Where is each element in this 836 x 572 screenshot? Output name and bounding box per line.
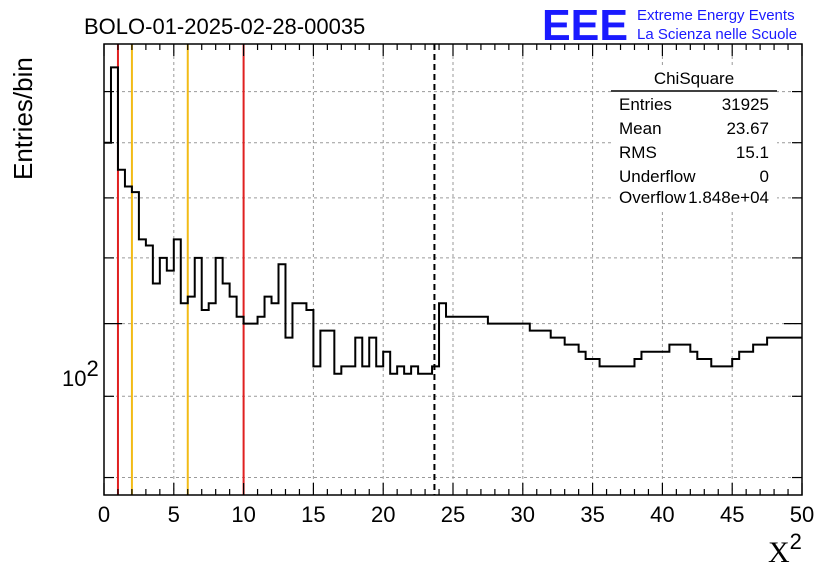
x-tick-label: 0 [98,502,110,527]
marker-lines [116,44,436,495]
stats-label-rms: RMS [619,143,657,162]
y-tick-label-100: 102 [62,356,99,391]
stats-label-entries: Entries [619,95,672,114]
stats-label-mean: Mean [619,119,662,138]
stats-label-overflow: Overflow [619,188,687,207]
x-tick-label: 20 [371,502,395,527]
stats-value-entries: 31925 [722,95,769,114]
x-tick-label: 50 [790,502,814,527]
x-tick-label: 40 [650,502,674,527]
stats-box: ChiSquare Entries 31925 Mean 23.67 RMS 1… [611,66,777,212]
chart-title: BOLO-01-2025-02-28-00035 [84,14,365,39]
logo-line-1: Extreme Energy Events [637,7,795,24]
histogram-series [104,66,802,375]
x-tick-label: 30 [511,502,535,527]
x-tick-label: 35 [580,502,604,527]
x-tick-label: 10 [231,502,255,527]
stats-value-overflow: 1.848e+04 [688,188,769,207]
y-axis-label: Entries/bin [8,57,38,180]
x-tick-label: 45 [720,502,744,527]
x-axis-label: X2 [768,529,802,569]
logo-line-2: La Scienza nelle Scuole [637,26,797,43]
x-tick-label: 15 [301,502,325,527]
stats-label-underflow: Underflow [619,167,696,186]
x-tick-label: 5 [168,502,180,527]
x-tick-label: 25 [441,502,465,527]
stats-value-underflow: 0 [760,167,769,186]
eee-logo: EEE Extreme Energy Events La Scienza nel… [542,1,797,50]
stats-value-rms: 15.1 [736,143,769,162]
axes: 0 5 10 15 20 25 30 35 40 45 50 [98,43,814,527]
stats-value-mean: 23.67 [726,119,769,138]
stats-title: ChiSquare [654,69,734,88]
logo-letters: EEE [542,1,628,50]
